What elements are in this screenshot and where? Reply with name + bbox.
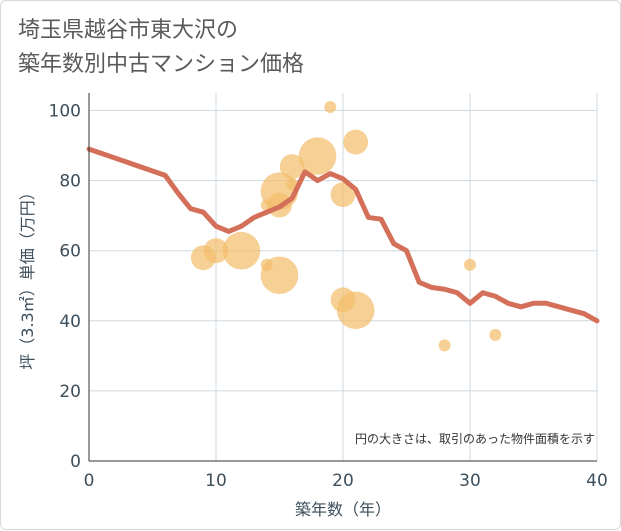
- bubble-series: [190, 101, 502, 352]
- data-bubble: [330, 182, 356, 208]
- data-bubble: [324, 101, 337, 114]
- data-bubble: [222, 231, 261, 270]
- chart-title: 埼玉県越谷市東大沢の 築年数別中古マンション価格: [18, 14, 418, 82]
- data-bubble: [260, 199, 273, 212]
- data-bubble: [279, 154, 305, 180]
- x-tick-label: 20: [332, 471, 354, 491]
- data-bubble: [464, 258, 476, 271]
- grid-lines: [89, 93, 598, 461]
- data-bubble: [260, 258, 273, 271]
- axes: [88, 93, 597, 462]
- x-tick-label: 0: [84, 471, 95, 491]
- y-tick-label: 20: [59, 382, 81, 402]
- trend-line: [86, 146, 600, 324]
- y-tick-label: 100: [49, 102, 81, 122]
- data-bubble: [203, 238, 229, 264]
- y-axis-label: 坪（3.3㎡）単価（万円）: [18, 184, 37, 369]
- data-bubble: [343, 129, 369, 155]
- y-tick-label: 80: [59, 172, 81, 192]
- x-axis-label: 築年数（年）: [295, 500, 391, 519]
- y-tick-label: 0: [70, 452, 81, 472]
- data-bubble: [330, 287, 356, 313]
- tick-labels: 0 20 40 60 80 100 0 10 20 30 40: [49, 102, 608, 491]
- data-bubble: [489, 328, 502, 341]
- y-tick-label: 40: [59, 312, 81, 332]
- chart-title-line1: 埼玉県越谷市東大沢の: [18, 18, 239, 43]
- chart-note: 円の大きさは、取引のあった物件面積を示す: [355, 431, 595, 446]
- x-tick-label: 40: [586, 471, 608, 491]
- trend-line-series: [86, 146, 600, 324]
- x-tick-label: 30: [459, 471, 481, 491]
- data-bubble: [298, 137, 337, 175]
- y-tick-label: 60: [59, 242, 81, 262]
- data-bubble: [438, 339, 451, 352]
- chart-title-line2: 築年数別中古マンション価格: [18, 52, 305, 77]
- x-tick-label: 10: [205, 471, 227, 491]
